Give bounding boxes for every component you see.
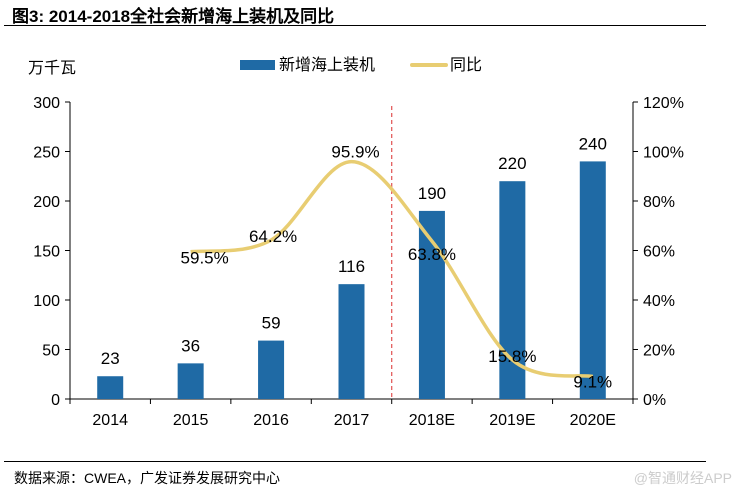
left-tick-label: 150 xyxy=(33,244,60,261)
left-tick-label: 250 xyxy=(33,145,60,162)
bar-2015 xyxy=(177,363,204,399)
legend-bar-swatch xyxy=(240,60,275,70)
x-tick-label: 2016 xyxy=(253,412,289,429)
right-tick-label: 120% xyxy=(643,95,684,112)
footer-divider xyxy=(4,461,706,462)
legend-bar-label: 新增海上装机 xyxy=(279,56,375,74)
bar-label: 23 xyxy=(101,349,120,368)
x-tick-label: 2014 xyxy=(92,412,128,429)
x-tick-label: 2017 xyxy=(334,412,370,429)
bar-2020E xyxy=(579,161,606,399)
right-tick-label: 100% xyxy=(643,145,684,162)
bar-label: 116 xyxy=(338,257,365,276)
bar-label: 190 xyxy=(418,184,446,203)
title-divider xyxy=(4,25,706,26)
line-label: 59.5% xyxy=(181,249,229,268)
line-label: 95.9% xyxy=(331,143,379,162)
legend-line-label: 同比 xyxy=(450,56,482,74)
left-tick-label: 300 xyxy=(33,95,60,112)
right-tick-label: 80% xyxy=(643,194,675,211)
right-tick-label: 60% xyxy=(643,244,675,261)
line-label: 15.8% xyxy=(488,347,536,366)
y-axis-unit: 万千瓦 xyxy=(28,59,76,77)
x-tick-label: 2019E xyxy=(489,412,535,429)
watermark: @智通财经APP xyxy=(633,470,732,486)
bar-2016 xyxy=(258,340,285,399)
left-tick-label: 50 xyxy=(42,343,60,360)
bar-label: 220 xyxy=(498,154,526,173)
bar-2019E xyxy=(499,181,526,399)
right-tick-label: 0% xyxy=(643,392,666,409)
source-note: 数据来源：CWEA，广发证券发展研究中心 xyxy=(14,470,280,486)
x-tick-label: 2015 xyxy=(173,412,209,429)
left-tick-label: 100 xyxy=(33,293,60,310)
chart-title: 图3: 2014-2018全社会新增海上装机及同比 xyxy=(12,7,335,26)
x-tick-label: 2020E xyxy=(570,412,616,429)
bar-2017 xyxy=(338,284,365,399)
left-tick-label: 0 xyxy=(51,392,60,409)
x-tick-label: 2018E xyxy=(409,412,455,429)
left-tick-label: 200 xyxy=(33,194,60,211)
bar-label: 36 xyxy=(181,336,200,355)
line-label: 63.8% xyxy=(408,245,456,264)
bar-label: 240 xyxy=(579,134,607,153)
line-label: 64.2% xyxy=(249,227,297,246)
right-tick-label: 40% xyxy=(643,293,675,310)
right-tick-label: 20% xyxy=(643,343,675,360)
bar-label: 59 xyxy=(262,314,281,333)
line-label: 9.1% xyxy=(573,372,612,391)
bar-2014 xyxy=(97,376,124,399)
